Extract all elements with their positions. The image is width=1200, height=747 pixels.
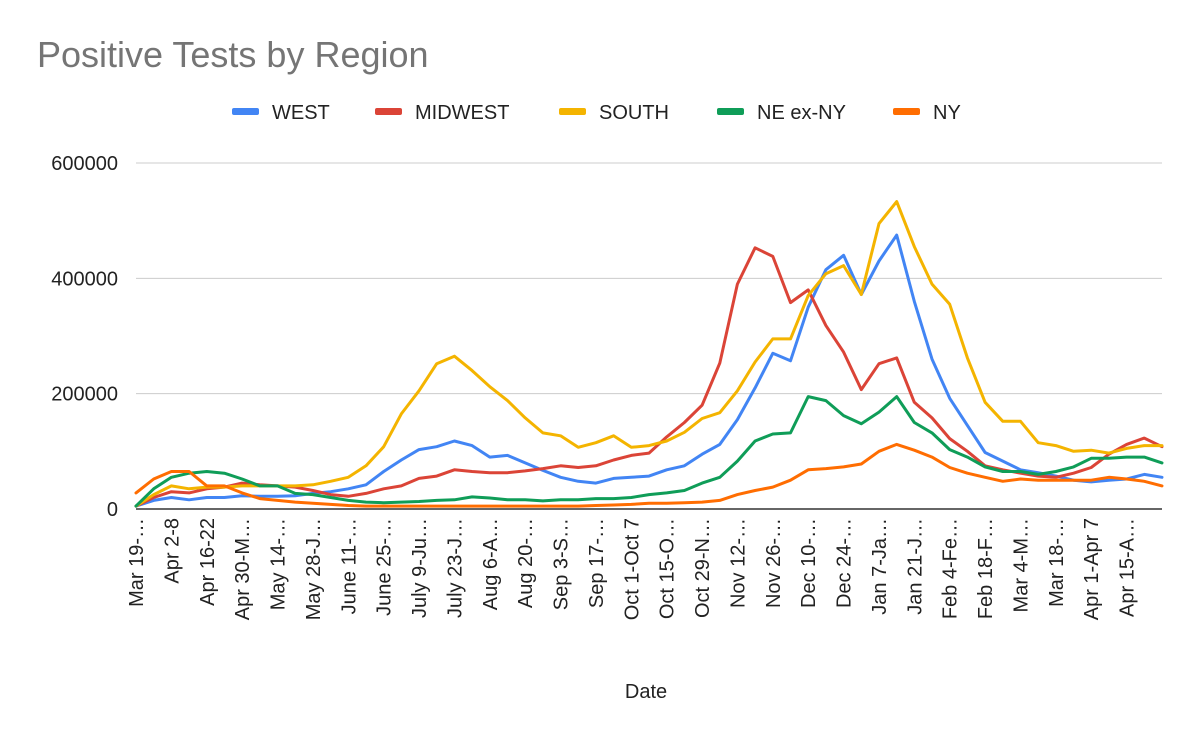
series-line-midwest xyxy=(134,246,1164,508)
legend-label: NE ex-NY xyxy=(757,102,846,124)
y-tick-label: 200000 xyxy=(51,384,118,406)
x-tick-label: Apr 1-Apr 7 xyxy=(1081,518,1103,620)
x-tick-label: Feb 4-Fe… xyxy=(940,518,962,619)
x-tick: July 23-J… xyxy=(444,518,466,618)
x-tick: Oct 1-Oct 7 xyxy=(621,518,643,620)
x-tick-label: Sep 3-S… xyxy=(551,518,573,610)
x-tick-label: Jan 21-J… xyxy=(904,518,926,615)
x-tick: Apr 30-M… xyxy=(232,518,254,620)
x-tick: Apr 1-Apr 7 xyxy=(1081,518,1103,620)
x-tick-label: Jan 7-Ja… xyxy=(869,518,891,615)
x-tick: Oct 29-N… xyxy=(692,518,714,618)
x-tick: Feb 18-F… xyxy=(975,518,997,619)
x-tick: May 28-J… xyxy=(303,518,325,620)
legend-item-ne-ex-ny: NE ex-NY xyxy=(717,102,846,124)
x-tick-label: June 25-… xyxy=(374,518,396,616)
legend-label: NY xyxy=(933,102,961,124)
x-tick-label: Oct 15-O… xyxy=(657,518,679,619)
x-tick: Dec 24-… xyxy=(834,518,856,608)
y-tick-label: 400000 xyxy=(51,268,118,290)
y-tick-label: 600000 xyxy=(51,153,118,175)
legend-item-ny: NY xyxy=(893,102,961,124)
legend-swatch xyxy=(375,108,402,115)
x-tick-label: Dec 10-… xyxy=(798,518,820,608)
x-tick: Apr 2-8 xyxy=(161,518,183,584)
legend-item-midwest: MIDWEST xyxy=(375,102,509,124)
chart-title: Positive Tests by Region xyxy=(37,34,429,75)
x-tick: Feb 4-Fe… xyxy=(940,518,962,619)
legend-label: MIDWEST xyxy=(415,102,509,124)
x-tick: May 14-… xyxy=(268,518,290,610)
x-tick: June 11-… xyxy=(338,518,360,614)
x-tick: Aug 20-… xyxy=(515,518,537,608)
legend-swatch xyxy=(893,108,920,115)
legend-item-south: SOUTH xyxy=(559,102,669,124)
legend-swatch xyxy=(559,108,586,115)
x-tick: Sep 3-S… xyxy=(551,518,573,610)
x-tick: Aug 6-A… xyxy=(480,518,502,610)
x-tick-label: July 23-J… xyxy=(444,518,466,618)
x-tick-label: Oct 29-N… xyxy=(692,518,714,618)
x-tick: Jan 7-Ja… xyxy=(869,518,891,615)
x-tick-label: June 11-… xyxy=(338,518,360,614)
x-tick: Apr 15-A… xyxy=(1117,518,1139,617)
series-line-ny xyxy=(134,442,1164,508)
x-tick: Sep 17-… xyxy=(586,518,608,608)
legend-swatch xyxy=(717,108,744,115)
y-axis: 600000 400000 200000 0 xyxy=(51,153,118,521)
x-tick-label: Oct 1-Oct 7 xyxy=(621,518,643,620)
x-tick-label: Apr 2-8 xyxy=(161,518,183,584)
x-tick: Apr 16-22 xyxy=(197,518,219,606)
legend: WEST MIDWEST SOUTH NE ex-NY NY xyxy=(232,102,961,124)
y-tick-label: 0 xyxy=(107,499,118,521)
x-tick-label: Aug 6-A… xyxy=(480,518,502,610)
x-tick: Mar 4-M… xyxy=(1010,518,1032,612)
x-tick-label: Nov 26-… xyxy=(763,518,785,608)
x-tick-label: Mar 18-… xyxy=(1046,518,1068,607)
legend-label: SOUTH xyxy=(599,102,669,124)
legend-swatch xyxy=(232,108,259,115)
x-tick-label: Mar 4-M… xyxy=(1010,518,1032,612)
series-lines xyxy=(134,200,1164,508)
x-tick-label: Feb 18-F… xyxy=(975,518,997,619)
gridlines xyxy=(136,162,1162,510)
x-tick-label: Sep 17-… xyxy=(586,518,608,608)
x-tick-label: Dec 24-… xyxy=(834,518,856,608)
x-tick: July 9-Ju… xyxy=(409,518,431,618)
x-tick: Mar 19-… xyxy=(126,518,148,607)
x-tick: June 25-… xyxy=(374,518,396,616)
x-tick-label: May 28-J… xyxy=(303,518,325,620)
x-tick-label: Apr 16-22 xyxy=(197,518,219,606)
x-tick-label: July 9-Ju… xyxy=(409,518,431,618)
legend-item-west: WEST xyxy=(232,102,330,124)
x-tick: Nov 26-… xyxy=(763,518,785,608)
x-axis-title: Date xyxy=(625,681,667,703)
x-tick: Nov 12-… xyxy=(727,518,749,608)
x-tick-label: Apr 15-A… xyxy=(1117,518,1139,617)
x-axis: Mar 19-… Apr 2-8 Apr 16-22 Apr 30-M… May 14-… xyxy=(126,518,1139,620)
x-tick-label: Aug 20-… xyxy=(515,518,537,608)
x-tick: Jan 21-J… xyxy=(904,518,926,615)
x-tick: Dec 10-… xyxy=(798,518,820,608)
x-tick-label: Apr 30-M… xyxy=(232,518,254,620)
series-line-west xyxy=(134,233,1164,508)
series-line-ne-ex-ny xyxy=(134,395,1164,508)
x-tick-label: Mar 19-… xyxy=(126,518,148,607)
x-tick: Mar 18-… xyxy=(1046,518,1068,607)
x-tick: Oct 15-O… xyxy=(657,518,679,619)
legend-label: WEST xyxy=(272,102,330,124)
x-tick-label: May 14-… xyxy=(268,518,290,610)
series-line-south xyxy=(134,200,1164,508)
x-tick-label: Nov 12-… xyxy=(727,518,749,608)
